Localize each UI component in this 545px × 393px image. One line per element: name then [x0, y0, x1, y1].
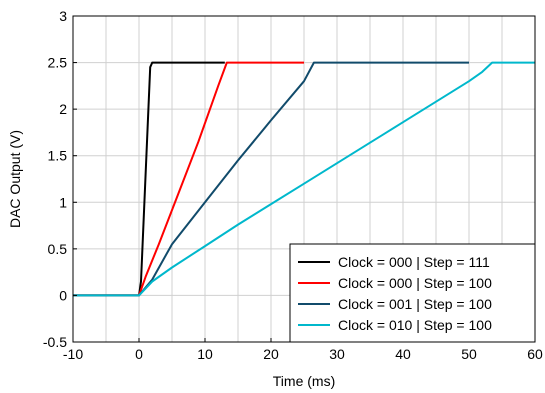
y-tick-label: 2.5 [48, 55, 68, 71]
legend-label: Clock = 000 | Step = 111 [338, 254, 490, 270]
legend: Clock = 000 | Step = 111 Clock = 000 | St… [289, 243, 536, 343]
x-tick-label: 30 [329, 346, 345, 362]
y-axis-label: DAC Output (V) [7, 130, 23, 228]
series-lines [73, 61, 535, 297]
x-tick-label: 40 [395, 346, 411, 362]
y-tick-label: 3 [59, 8, 67, 24]
y-tick-label: 1 [59, 194, 67, 210]
legend-label: Clock = 010 | Step = 100 [338, 317, 492, 333]
x-tick-label: 60 [527, 346, 543, 362]
y-tick-label: 1.5 [48, 148, 68, 164]
legend-label: Clock = 001 | Step = 100 [338, 296, 492, 312]
y-tick-label: 0.5 [48, 241, 68, 257]
y-tick-label: 2 [59, 101, 67, 117]
x-tick-label: 20 [263, 346, 279, 362]
legend-box [289, 243, 536, 343]
y-tick-label: -0.5 [43, 334, 67, 350]
series-line-clock-000-step-111 [73, 61, 225, 297]
x-tick-label: -10 [63, 346, 83, 362]
x-axis-label: Time (ms) [273, 373, 335, 389]
ticks: -10 0 10 20 30 40 50 60 -0.5 0 0.5 1 1.5 2 2.5 3 [43, 8, 543, 362]
y-tick-label: 0 [59, 287, 67, 303]
x-tick-label: 10 [197, 346, 213, 362]
x-tick-label: 50 [461, 346, 477, 362]
x-tick-label: 0 [135, 346, 143, 362]
series-line-clock-000-step-100 [73, 61, 304, 297]
legend-label: Clock = 000 | Step = 100 [338, 275, 492, 291]
series-line-clock-010-step-100 [73, 61, 535, 297]
